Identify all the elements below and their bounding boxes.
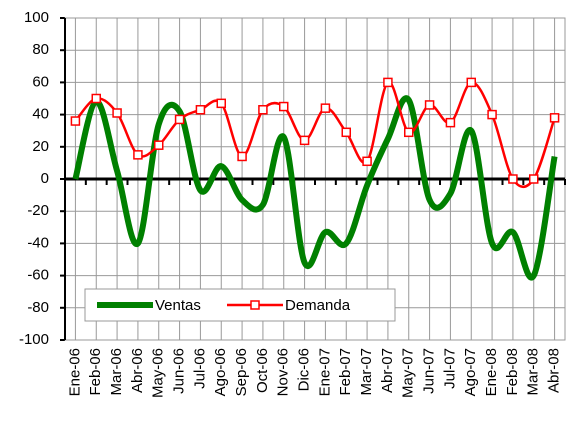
x-tick-label: Nov-06 — [275, 348, 292, 396]
y-tick-label: 0 — [41, 170, 49, 187]
marker — [383, 77, 393, 88]
y-tick-label: 60 — [32, 73, 49, 90]
x-tick-label: Mar-07 — [358, 348, 375, 396]
x-tick-label: Jun-07 — [421, 348, 438, 394]
x-tick-label: Jun-06 — [171, 348, 188, 394]
legend: Ventas Demanda — [84, 288, 396, 322]
marker — [70, 116, 81, 126]
y-tick-label: 20 — [32, 138, 49, 155]
x-tick-label: Ene-07 — [316, 348, 333, 396]
y-tick-label: -60 — [27, 267, 49, 284]
marker — [362, 156, 372, 167]
x-tick-label: Jul-06 — [191, 348, 208, 389]
x-tick-label: Feb-06 — [87, 348, 104, 396]
x-tick-label: Feb-08 — [504, 348, 521, 396]
x-tick-label: Abr-08 — [546, 348, 563, 393]
y-tick-label: -100 — [19, 331, 49, 348]
legend-label: Ventas — [155, 297, 201, 314]
x-tick-label: Sep-06 — [233, 348, 250, 396]
x-tick-label: Ene-06 — [66, 348, 83, 396]
marker — [549, 113, 560, 123]
marker — [508, 174, 518, 184]
marker — [487, 109, 497, 120]
marker — [466, 77, 476, 88]
x-tick-label: Ago-06 — [212, 348, 229, 396]
x-tick-label: Abr-06 — [129, 348, 146, 393]
marker — [424, 100, 435, 110]
y-tick-label: -20 — [27, 202, 49, 219]
legend-marker — [250, 300, 260, 310]
marker — [445, 117, 456, 128]
marker — [341, 127, 351, 138]
marker — [279, 101, 289, 112]
x-tick-label: Ago-07 — [462, 348, 479, 396]
legend-label: Demanda — [285, 297, 351, 314]
y-tick-label: -80 — [27, 299, 49, 316]
series-line — [72, 95, 558, 281]
marker — [320, 103, 331, 113]
x-tick-label: Dic-06 — [296, 348, 313, 391]
marker — [529, 174, 539, 184]
x-tick-label: Oct-06 — [254, 348, 271, 393]
y-tick-label: 40 — [32, 106, 49, 123]
x-tick-label: Ene-08 — [483, 348, 500, 396]
marker — [174, 114, 185, 125]
marker — [299, 135, 310, 146]
marker — [258, 105, 268, 115]
x-tick-label: May-07 — [400, 348, 417, 398]
y-tick-label: 80 — [32, 41, 49, 58]
marker — [237, 151, 247, 162]
y-tick-label: -40 — [27, 234, 49, 251]
x-tick-label: Jul-07 — [441, 348, 458, 389]
marker — [154, 140, 164, 150]
marker — [216, 98, 226, 109]
x-tick-label: May-06 — [150, 348, 167, 398]
marker — [404, 127, 414, 138]
x-tick-label: Abr-07 — [379, 348, 396, 393]
marker — [195, 105, 206, 115]
x-tick-label: Feb-07 — [337, 348, 354, 396]
y-tick-label: 100 — [24, 9, 49, 26]
x-tick-label: Mar-08 — [525, 348, 542, 396]
marker — [112, 108, 122, 118]
marker — [91, 93, 101, 104]
x-tick-label: Mar-06 — [108, 348, 125, 396]
marker — [133, 150, 143, 160]
